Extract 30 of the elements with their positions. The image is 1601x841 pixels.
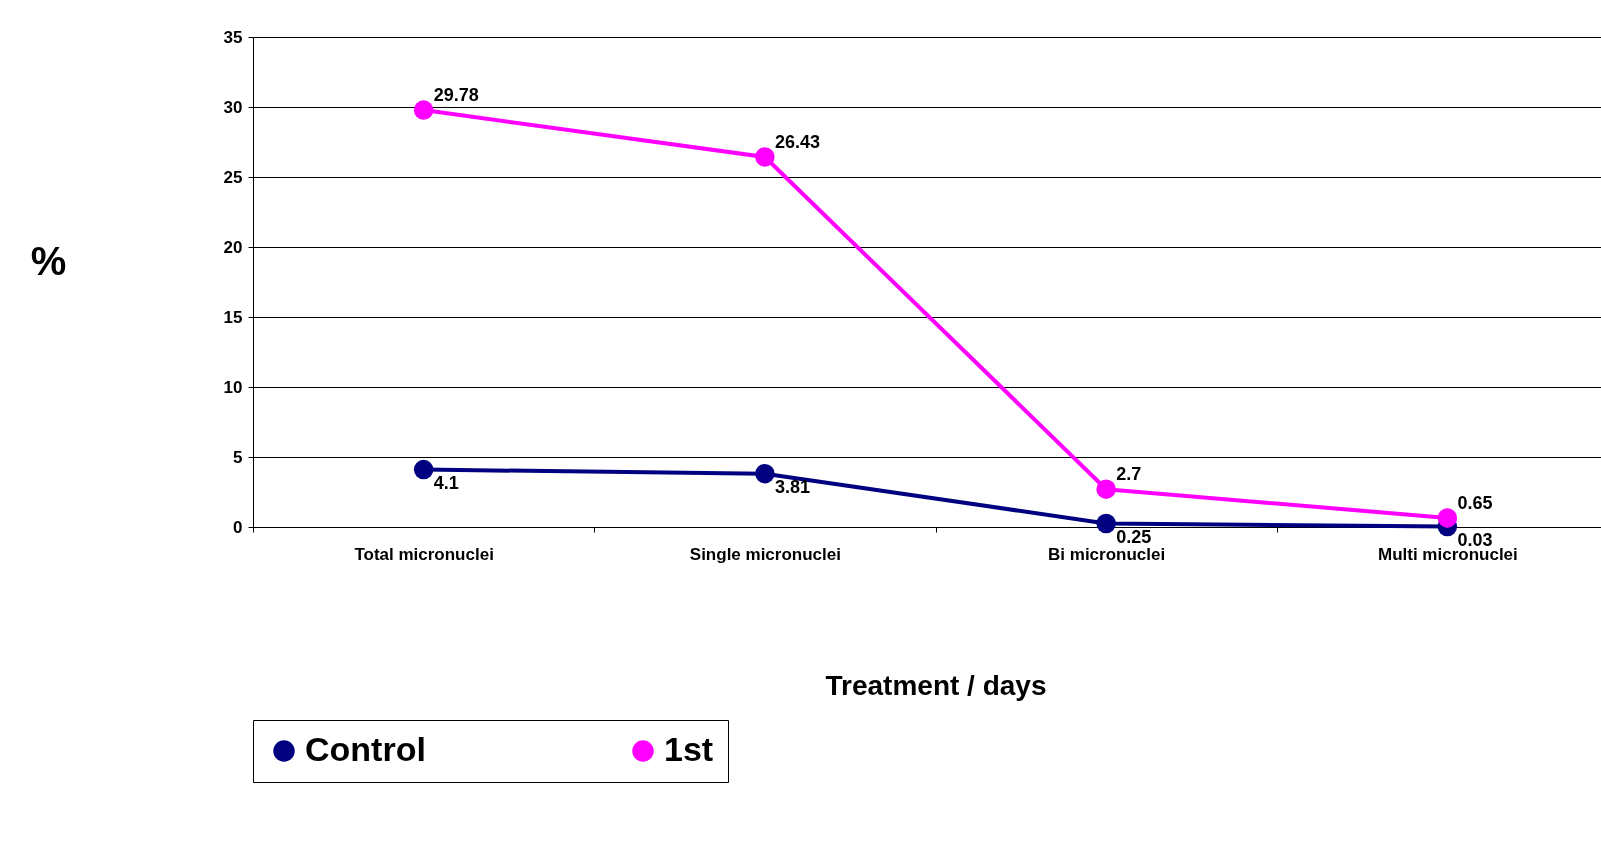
data-label: 0.25 bbox=[1116, 526, 1152, 547]
x-tick-label: Total micronuclei bbox=[354, 544, 494, 564]
legend-label: Control bbox=[305, 730, 426, 768]
y-tick-label: 30 bbox=[223, 97, 243, 117]
data-label: 0.65 bbox=[1457, 492, 1493, 513]
y-tick-label: 10 bbox=[223, 377, 243, 397]
data-label: 29.78 bbox=[433, 85, 479, 106]
point bbox=[1096, 513, 1116, 534]
point bbox=[755, 147, 775, 167]
point bbox=[755, 463, 775, 484]
y-tick-label: 25 bbox=[223, 167, 243, 187]
data-label: 2.7 bbox=[1116, 464, 1142, 485]
data-label: 26.43 bbox=[774, 131, 820, 152]
legend-label: 1st bbox=[664, 730, 714, 768]
point bbox=[413, 459, 434, 480]
y-axis-title: % bbox=[30, 238, 67, 283]
x-axis-title: Treatment / days bbox=[825, 669, 1047, 701]
data-label: 3.81 bbox=[774, 476, 810, 497]
y-tick-label: 20 bbox=[223, 237, 243, 257]
y-tick-label: 5 bbox=[233, 447, 243, 467]
y-tick-label: 15 bbox=[223, 307, 243, 327]
point bbox=[1096, 479, 1116, 499]
x-tick-label: Bi micronuclei bbox=[1048, 544, 1166, 564]
data-label: 4.1 bbox=[433, 472, 459, 493]
point bbox=[413, 100, 434, 120]
data-label: 0.03 bbox=[1457, 529, 1493, 550]
y-tick-label: 35 bbox=[223, 27, 243, 47]
point bbox=[1437, 508, 1458, 528]
y-tick-label: 0 bbox=[233, 517, 243, 537]
x-tick-label: Single micronuclei bbox=[689, 544, 841, 564]
